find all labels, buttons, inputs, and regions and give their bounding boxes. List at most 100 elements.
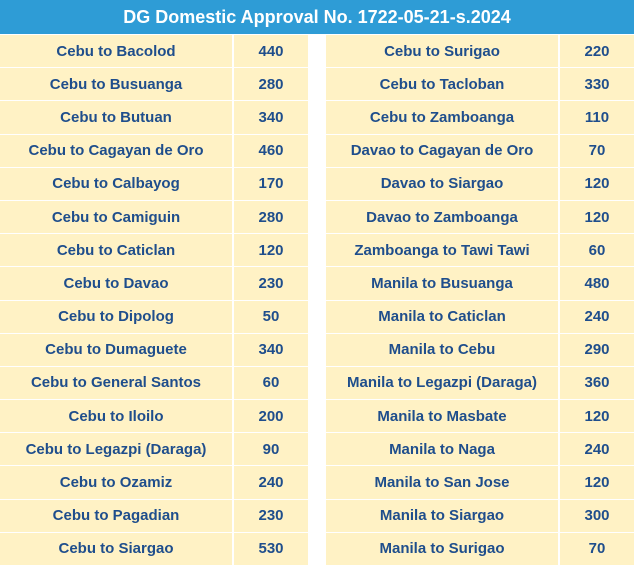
- route-cell: Cebu to Davao: [0, 267, 234, 300]
- price-cell: 530: [234, 532, 308, 565]
- price-cell: 340: [234, 101, 308, 134]
- table-row: Cebu to Ozamiz 240: [0, 466, 308, 500]
- route-cell: Cebu to Surigao: [326, 35, 560, 68]
- price-cell: 460: [234, 134, 308, 167]
- table-row: Cebu to Calbayog 170: [0, 167, 308, 201]
- table-row: Cebu to Siargao 530: [0, 532, 308, 566]
- price-cell: 120: [234, 234, 308, 267]
- page-title: DG Domestic Approval No. 1722-05-21-s.20…: [0, 0, 634, 35]
- table-row: Cebu to Pagadian 230: [0, 499, 308, 533]
- price-cell: 110: [560, 101, 634, 134]
- route-cell: Zamboanga to Tawi Tawi: [326, 234, 560, 267]
- price-cell: 300: [560, 499, 634, 532]
- route-cell: Davao to Siargao: [326, 167, 560, 200]
- price-cell: 200: [234, 400, 308, 433]
- table-row: Manila to Masbate 120: [326, 400, 634, 434]
- route-cell: Davao to Zamboanga: [326, 200, 560, 234]
- price-cell: 240: [560, 433, 634, 466]
- table-row: Zamboanga to Tawi Tawi 60: [326, 234, 634, 268]
- column-divider: [308, 35, 326, 571]
- table-row: Cebu to Surigao 220: [326, 35, 634, 69]
- price-cell: 360: [560, 366, 634, 400]
- table-row: Manila to Legazpi (Daraga) 360: [326, 366, 634, 401]
- route-cell: Manila to Naga: [326, 433, 560, 466]
- route-cell: Cebu to Iloilo: [0, 400, 234, 433]
- table-row: Cebu to Caticlan 120: [0, 234, 308, 268]
- route-cell: Manila to Masbate: [326, 400, 560, 433]
- table-row: Davao to Siargao 120: [326, 167, 634, 201]
- left-fare-table: Cebu to Bacolod 440 Cebu to Busuanga 280 C…: [0, 35, 308, 566]
- route-cell: Cebu to Dumaguete: [0, 333, 234, 366]
- table-row: Davao to Cagayan de Oro 70: [326, 134, 634, 168]
- price-cell: 340: [234, 333, 308, 366]
- price-cell: 70: [560, 134, 634, 167]
- table-row: Manila to Surigao 70: [326, 532, 634, 566]
- price-cell: 60: [560, 234, 634, 267]
- table-row: Cebu to Butuan 340: [0, 101, 308, 135]
- price-cell: 230: [234, 267, 308, 300]
- table-row: Manila to San Jose 120: [326, 466, 634, 500]
- price-cell: 280: [234, 200, 308, 234]
- price-cell: 70: [560, 532, 634, 565]
- price-cell: 90: [234, 433, 308, 466]
- route-cell: Cebu to Caticlan: [0, 234, 234, 267]
- price-cell: 170: [234, 167, 308, 200]
- route-cell: Cebu to Pagadian: [0, 499, 234, 532]
- table-row: Cebu to Davao 230: [0, 267, 308, 301]
- price-cell: 480: [560, 267, 634, 300]
- price-cell: 120: [560, 167, 634, 200]
- price-cell: 440: [234, 35, 308, 68]
- route-cell: Cebu to Legazpi (Daraga): [0, 433, 234, 466]
- route-cell: Manila to Cebu: [326, 333, 560, 366]
- route-cell: Cebu to Tacloban: [326, 68, 560, 101]
- table-row: Cebu to Dumaguete 340: [0, 333, 308, 367]
- route-cell: Manila to Busuanga: [326, 267, 560, 300]
- table-row: Cebu to Cagayan de Oro 460: [0, 134, 308, 168]
- route-cell: Cebu to Ozamiz: [0, 466, 234, 499]
- route-cell: Cebu to Zamboanga: [326, 101, 560, 134]
- route-cell: Cebu to Camiguin: [0, 200, 234, 234]
- table-row: Cebu to Legazpi (Daraga) 90: [0, 433, 308, 467]
- price-cell: 280: [234, 68, 308, 101]
- right-fare-table: Cebu to Surigao 220 Cebu to Tacloban 330 C…: [326, 35, 634, 566]
- price-cell: 50: [234, 300, 308, 333]
- route-cell: Manila to Siargao: [326, 499, 560, 532]
- route-cell: Cebu to Siargao: [0, 532, 234, 565]
- route-cell: Manila to Legazpi (Daraga): [326, 366, 560, 400]
- table-row: Cebu to Tacloban 330: [326, 68, 634, 102]
- table-row: Cebu to Camiguin 280: [0, 200, 308, 235]
- route-cell: Cebu to Dipolog: [0, 300, 234, 333]
- route-cell: Cebu to Butuan: [0, 101, 234, 134]
- table-row: Cebu to Busuanga 280: [0, 68, 308, 102]
- route-cell: Cebu to Busuanga: [0, 68, 234, 101]
- route-cell: Manila to Surigao: [326, 532, 560, 565]
- table-row: Cebu to General Santos 60: [0, 366, 308, 401]
- route-cell: Cebu to Calbayog: [0, 167, 234, 200]
- price-cell: 120: [560, 200, 634, 234]
- table-row: Manila to Busuanga 480: [326, 267, 634, 301]
- table-row: Cebu to Iloilo 200: [0, 400, 308, 434]
- price-cell: 290: [560, 333, 634, 366]
- route-cell: Cebu to General Santos: [0, 366, 234, 400]
- table-row: Cebu to Dipolog 50: [0, 300, 308, 334]
- route-cell: Davao to Cagayan de Oro: [326, 134, 560, 167]
- table-row: Manila to Siargao 300: [326, 499, 634, 533]
- table-row: Manila to Caticlan 240: [326, 300, 634, 334]
- price-cell: 330: [560, 68, 634, 101]
- price-cell: 220: [560, 35, 634, 68]
- route-cell: Manila to Caticlan: [326, 300, 560, 333]
- table-row: Cebu to Zamboanga 110: [326, 101, 634, 135]
- table-row: Manila to Cebu 290: [326, 333, 634, 367]
- route-cell: Cebu to Bacolod: [0, 35, 234, 68]
- table-row: Davao to Zamboanga 120: [326, 200, 634, 235]
- route-cell: Cebu to Cagayan de Oro: [0, 134, 234, 167]
- price-cell: 240: [234, 466, 308, 499]
- price-cell: 230: [234, 499, 308, 532]
- price-cell: 240: [560, 300, 634, 333]
- table-row: Manila to Naga 240: [326, 433, 634, 467]
- table-row: Cebu to Bacolod 440: [0, 35, 308, 69]
- price-cell: 120: [560, 400, 634, 433]
- price-cell: 120: [560, 466, 634, 499]
- route-cell: Manila to San Jose: [326, 466, 560, 499]
- price-cell: 60: [234, 366, 308, 400]
